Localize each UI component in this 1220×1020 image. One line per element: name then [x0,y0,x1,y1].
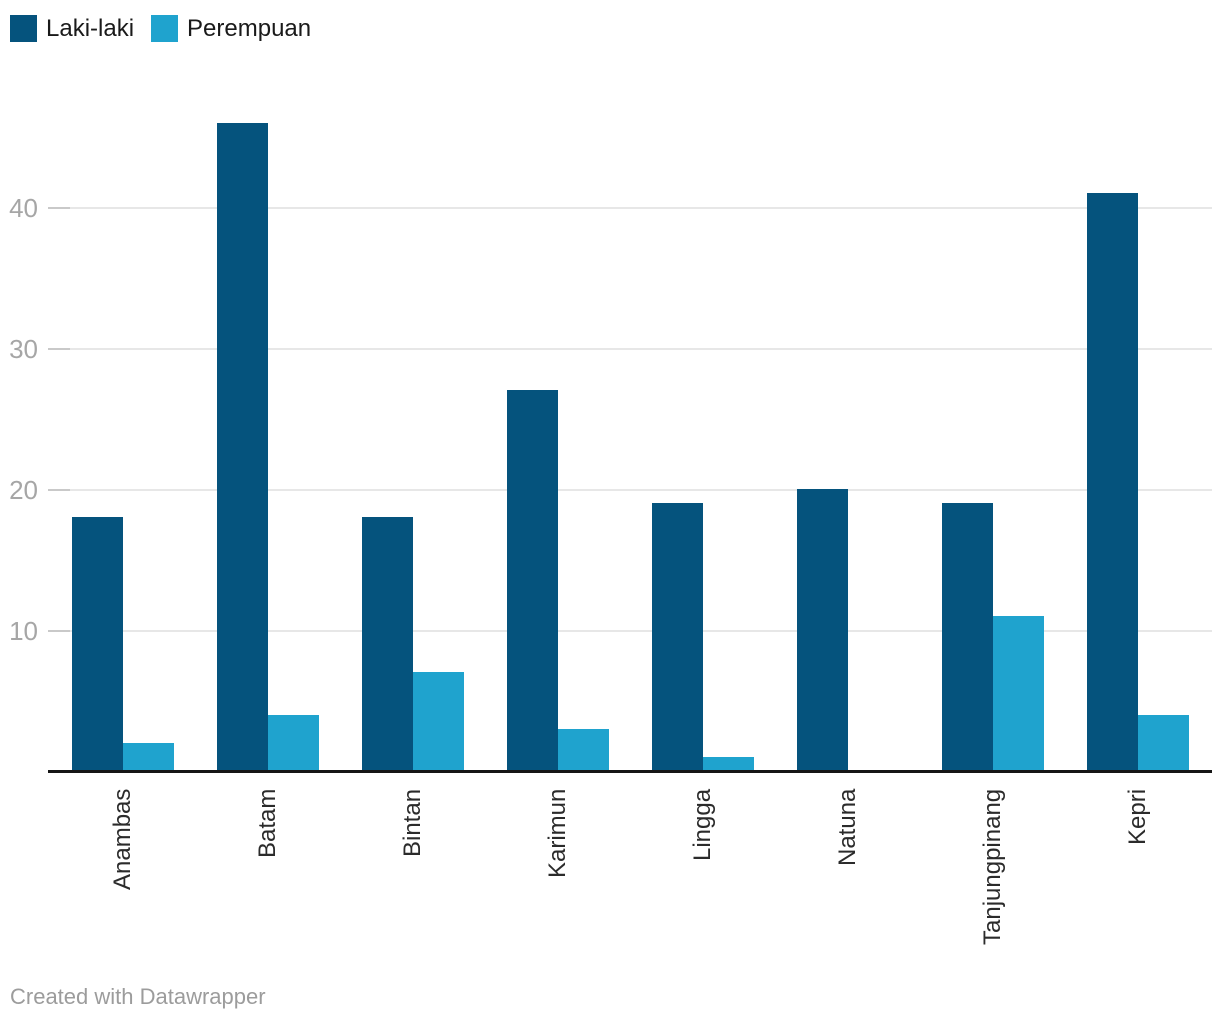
y-axis-label-30: 30 [9,334,38,364]
bar-laki-laki-karimun [507,390,558,771]
y-tick-40 [48,207,70,209]
bar-perempuan-lingga [703,757,754,771]
bar-perempuan-anambas [123,743,174,771]
gridline-20 [48,489,1212,491]
bar-laki-laki-kepri [1087,193,1138,771]
gridline-40 [48,207,1212,209]
x-axis-label-kepri: Kepri [1124,789,1151,846]
legend: Laki-laki Perempuan [10,15,311,42]
x-axis-label-bintan: Bintan [399,789,426,858]
gridline-10 [48,630,1212,632]
y-axis-label-20: 20 [9,475,38,505]
bar-perempuan-bintan [413,672,464,771]
bar-laki-laki-natuna [797,489,848,771]
x-axis-label-anambas: Anambas [109,789,136,891]
y-tick-30 [48,348,70,350]
y-axis-label-40: 40 [9,193,38,223]
y-axis-label-10: 10 [9,616,38,646]
bar-perempuan-kepri [1138,715,1189,771]
bar-laki-laki-tanjungpinang [942,503,993,771]
x-axis-label-tanjungpinang: Tanjungpinang [979,789,1006,946]
x-axis-label-batam: Batam [254,789,281,859]
x-axis-label-natuna: Natuna [834,789,861,867]
legend-swatch-perempuan [151,15,179,42]
gridline-30 [48,348,1212,350]
x-axis-label-karimun: Karimun [544,789,571,879]
legend-label: Laki-laki [46,15,135,42]
bar-laki-laki-bintan [362,517,413,771]
y-tick-20 [48,489,70,491]
legend-label: Perempuan [187,15,312,42]
bar-laki-laki-batam [217,123,268,771]
bar-laki-laki-anambas [72,517,123,771]
bar-perempuan-batam [268,715,319,771]
legend-item-laki-laki: Laki-laki [10,15,134,42]
legend-swatch-laki-laki [10,15,37,42]
x-axis-label-lingga: Lingga [689,789,716,862]
attribution-text: Created with Datawrapper [10,984,266,1009]
legend-item-perempuan: Perempuan [151,15,311,42]
bar-laki-laki-lingga [652,503,703,771]
y-tick-10 [48,630,70,632]
x-axis-line [48,770,1212,773]
bar-perempuan-karimun [558,729,609,771]
bar-perempuan-tanjungpinang [993,616,1044,771]
